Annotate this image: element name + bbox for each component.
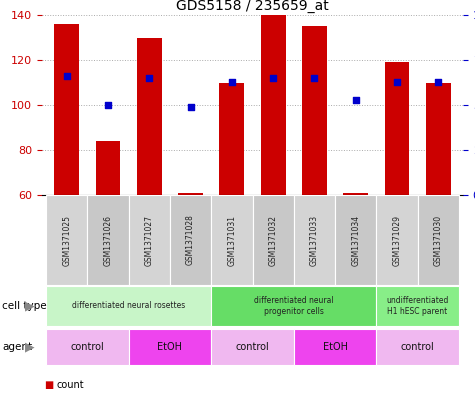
Text: control: control	[70, 342, 104, 352]
Bar	[95, 141, 121, 195]
Bar	[137, 37, 162, 195]
Text: GSM1371034: GSM1371034	[351, 215, 360, 266]
Point	[435, 79, 442, 85]
Text: GSM1371026: GSM1371026	[104, 215, 113, 266]
Bar	[170, 195, 211, 285]
Text: differentiated neural
progenitor cells: differentiated neural progenitor cells	[254, 296, 333, 316]
Text: EtOH: EtOH	[323, 342, 348, 352]
Bar	[211, 286, 376, 326]
Bar	[54, 24, 79, 195]
Text: ▶: ▶	[25, 299, 35, 312]
Bar	[178, 193, 203, 195]
Bar	[376, 286, 459, 326]
Text: ▶: ▶	[25, 340, 35, 353]
Bar	[211, 329, 294, 365]
Point	[228, 79, 236, 85]
Bar	[219, 83, 244, 195]
Point	[145, 75, 153, 81]
Bar	[46, 195, 87, 285]
Text: undifferentiated
H1 hESC parent: undifferentiated H1 hESC parent	[386, 296, 449, 316]
Text: GSM1371027: GSM1371027	[145, 215, 154, 266]
Bar	[261, 15, 285, 195]
Bar	[294, 329, 376, 365]
Bar	[129, 195, 170, 285]
Bar	[426, 83, 451, 195]
Bar	[335, 195, 376, 285]
Bar	[253, 195, 294, 285]
Bar	[385, 62, 409, 195]
Bar	[87, 195, 129, 285]
Text: GSM1371033: GSM1371033	[310, 215, 319, 266]
Text: GSM1371028: GSM1371028	[186, 215, 195, 265]
Text: GSM1371031: GSM1371031	[228, 215, 237, 266]
Bar	[418, 195, 459, 285]
Point	[311, 75, 318, 81]
Bar	[211, 195, 253, 285]
Text: GSM1371030: GSM1371030	[434, 215, 443, 266]
Text: agent: agent	[2, 342, 32, 352]
Text: GSM1371032: GSM1371032	[269, 215, 277, 266]
Point	[104, 102, 112, 108]
Point	[63, 73, 71, 79]
Point	[352, 96, 360, 103]
Point	[393, 79, 401, 85]
Bar	[294, 195, 335, 285]
Point	[269, 75, 277, 81]
Title: GDS5158 / 235659_at: GDS5158 / 235659_at	[176, 0, 329, 13]
Bar	[302, 26, 327, 195]
Text: control: control	[236, 342, 269, 352]
Point	[187, 104, 194, 110]
Text: differentiated neural rosettes: differentiated neural rosettes	[72, 301, 185, 310]
Bar	[46, 329, 129, 365]
Bar	[343, 193, 368, 195]
Text: GSM1371025: GSM1371025	[62, 215, 71, 266]
Text: control: control	[401, 342, 435, 352]
Text: count: count	[56, 380, 84, 390]
Text: ■: ■	[44, 380, 54, 390]
Bar	[376, 329, 459, 365]
Bar	[46, 286, 211, 326]
Text: GSM1371029: GSM1371029	[392, 215, 401, 266]
Text: EtOH: EtOH	[157, 342, 182, 352]
Bar	[129, 329, 211, 365]
Bar	[376, 195, 418, 285]
Text: cell type: cell type	[2, 301, 47, 311]
